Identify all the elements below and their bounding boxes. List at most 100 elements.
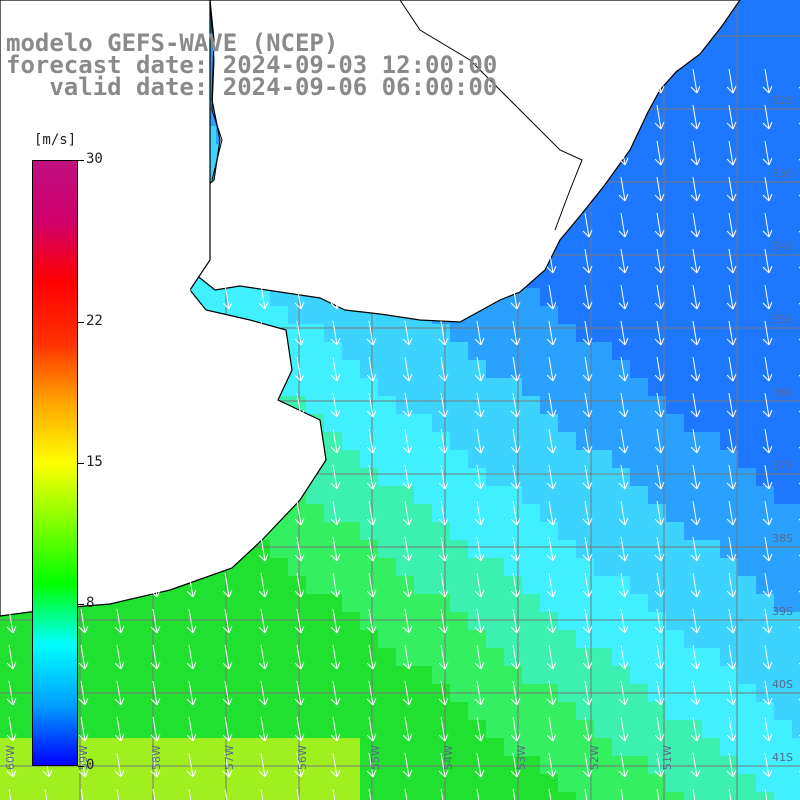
lat-label: 35S bbox=[772, 313, 793, 326]
wind-arrow bbox=[294, 500, 305, 526]
field-cell bbox=[414, 504, 432, 522]
wind-arrow bbox=[330, 140, 341, 166]
field-cell bbox=[666, 162, 684, 180]
wind-arrow bbox=[690, 644, 701, 670]
wind-arrow bbox=[330, 572, 341, 598]
field-cell bbox=[684, 756, 702, 774]
wind-arrow bbox=[222, 680, 233, 706]
wind-arrow bbox=[366, 356, 377, 382]
field-cell bbox=[162, 630, 180, 648]
field-cell bbox=[468, 666, 486, 684]
wind-arrow bbox=[258, 500, 269, 526]
wind-arrow bbox=[402, 392, 413, 418]
wind-arrow bbox=[546, 248, 557, 274]
wind-arrow bbox=[330, 752, 341, 778]
wind-arrow bbox=[762, 428, 773, 454]
wind-arrow bbox=[510, 212, 521, 238]
field-cell bbox=[612, 702, 630, 720]
field-cell bbox=[612, 270, 630, 288]
wind-arrow bbox=[366, 680, 377, 706]
field-cell bbox=[558, 720, 576, 738]
field-cell bbox=[648, 378, 666, 396]
field-cell bbox=[180, 702, 198, 720]
wind-arrow bbox=[582, 572, 593, 598]
field-cell bbox=[630, 306, 648, 324]
field-cell bbox=[774, 738, 792, 756]
wind-arrow bbox=[690, 140, 701, 166]
wind-arrow bbox=[438, 68, 449, 94]
field-cell bbox=[756, 630, 774, 648]
field-cell bbox=[576, 432, 594, 450]
field-cell bbox=[630, 288, 648, 306]
wind-arrow bbox=[402, 572, 413, 598]
field-cell bbox=[414, 324, 432, 342]
wind-arrow bbox=[78, 176, 89, 202]
field-cell bbox=[558, 756, 576, 774]
field-cell bbox=[378, 468, 396, 486]
wind-arrow bbox=[6, 572, 17, 598]
field-cell bbox=[738, 126, 756, 144]
wind-arrow bbox=[402, 536, 413, 562]
field-cell bbox=[576, 450, 594, 468]
wind-arrow bbox=[114, 644, 125, 670]
field-cell bbox=[342, 522, 360, 540]
field-cell bbox=[594, 306, 612, 324]
field-cell bbox=[90, 612, 108, 630]
field-cell bbox=[666, 630, 684, 648]
field-cell bbox=[198, 792, 216, 800]
field-cell bbox=[558, 288, 576, 306]
field-cell bbox=[468, 504, 486, 522]
field-cell bbox=[378, 558, 396, 576]
field-cell bbox=[378, 792, 396, 800]
field-cell bbox=[540, 612, 558, 630]
field-cell bbox=[540, 468, 558, 486]
field-cell bbox=[720, 630, 738, 648]
wind-arrow bbox=[762, 248, 773, 274]
field-cell bbox=[108, 738, 126, 756]
field-cell bbox=[738, 252, 756, 270]
wind-arrow bbox=[366, 284, 377, 310]
wind-arrow bbox=[6, 212, 17, 238]
grid-labels: 32S 33S 34S 35S 36S 37S 38S 39S 40S 41S 60W 59W 58W 5… bbox=[4, 94, 793, 770]
wind-arrow bbox=[6, 716, 17, 742]
wind-arrow bbox=[618, 608, 629, 634]
field-cell bbox=[630, 234, 648, 252]
field-cell bbox=[252, 720, 270, 738]
field-cell bbox=[594, 522, 612, 540]
field-cell bbox=[648, 162, 666, 180]
wind-arrow bbox=[438, 716, 449, 742]
field-cell bbox=[684, 198, 702, 216]
field-cell bbox=[666, 738, 684, 756]
field-cell bbox=[306, 504, 324, 522]
field-cell bbox=[396, 450, 414, 468]
field-cell bbox=[774, 522, 792, 540]
field-cell bbox=[540, 342, 558, 360]
field-cell bbox=[180, 594, 198, 612]
field-cell bbox=[684, 180, 702, 198]
wind-arrow bbox=[186, 608, 197, 634]
wind-arrow bbox=[438, 464, 449, 490]
field-cell bbox=[450, 486, 468, 504]
field-cell bbox=[378, 576, 396, 594]
field-cell bbox=[774, 360, 792, 378]
field-cell bbox=[450, 774, 468, 792]
wind-arrow bbox=[728, 788, 732, 800]
field-cell bbox=[306, 648, 324, 666]
field-cell bbox=[738, 54, 756, 72]
wind-arrow bbox=[726, 212, 737, 238]
wind-arrow bbox=[78, 428, 89, 454]
field-cell bbox=[720, 792, 738, 800]
field-cell bbox=[594, 666, 612, 684]
field-cell bbox=[630, 216, 648, 234]
field-cell bbox=[576, 756, 594, 774]
wind-arrow bbox=[78, 320, 89, 346]
field-cell bbox=[180, 648, 198, 666]
wind-arrow bbox=[618, 716, 629, 742]
field-cell bbox=[0, 612, 18, 630]
wind-arrow bbox=[726, 680, 737, 706]
field-cell bbox=[450, 738, 468, 756]
field-cell bbox=[252, 774, 270, 792]
field-cell bbox=[558, 360, 576, 378]
field-cell bbox=[288, 720, 306, 738]
field-cell bbox=[774, 378, 792, 396]
